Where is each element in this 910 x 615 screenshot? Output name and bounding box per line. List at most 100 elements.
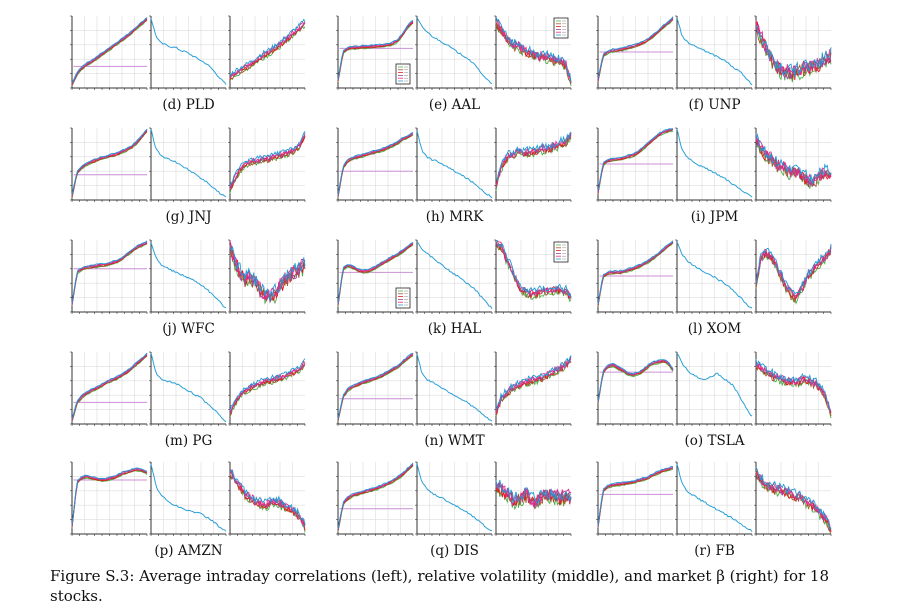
volatility-line: [150, 18, 227, 85]
correlation-panel: [70, 351, 148, 426]
volatility-panel: [415, 15, 493, 90]
subfigure-caption: (q) DIS: [430, 543, 479, 559]
volatility-line: [416, 241, 493, 309]
beta-panel: [494, 15, 572, 90]
correlation-series-line: [597, 359, 674, 402]
beta-series-line: [229, 358, 306, 412]
beta-series-line: [229, 245, 306, 301]
beta-series-line: [495, 16, 572, 83]
correlation-series-line: [71, 128, 148, 195]
volatility-panel: [149, 351, 227, 426]
correlation-panel: [596, 15, 674, 90]
legend-box: [553, 17, 569, 39]
volatility-line: [150, 463, 227, 532]
subfigure: [596, 351, 832, 426]
correlation-panel: [596, 127, 674, 202]
subfigure: [70, 351, 306, 426]
correlation-series-line: [597, 465, 674, 526]
correlation-panel: [596, 461, 674, 536]
beta-series-line: [495, 244, 572, 303]
volatility-line: [676, 352, 753, 417]
correlation-panel: [336, 461, 414, 536]
volatility-panel: [149, 461, 227, 536]
correlation-series-line: [337, 132, 414, 196]
beta-series-line: [229, 245, 306, 302]
beta-series-line: [755, 471, 832, 532]
figure-plots: [70, 15, 832, 536]
beta-series-line: [755, 467, 832, 530]
correlation-series-line: [71, 242, 148, 306]
volatility-panel: [149, 15, 227, 90]
correlation-series-line: [71, 470, 148, 529]
volatility-line: [676, 128, 753, 198]
legend-box: [553, 241, 569, 263]
volatility-panel: [415, 351, 493, 426]
volatility-panel: [675, 239, 753, 314]
beta-series-line: [495, 480, 572, 508]
volatility-line: [150, 242, 227, 309]
volatility-panel: [675, 127, 753, 202]
correlation-series-line: [597, 128, 674, 191]
legend-box: [395, 287, 411, 309]
volatility-panel: [415, 461, 493, 536]
beta-series-line: [755, 132, 832, 185]
beta-series-line: [229, 471, 306, 531]
volatility-panel: [675, 351, 753, 426]
volatility-line: [676, 17, 753, 86]
subfigure-caption: (i) JPM: [690, 209, 739, 225]
subfigure-caption: (g) JNJ: [165, 209, 212, 225]
beta-series-line: [755, 243, 832, 295]
beta-series-line: [495, 355, 572, 410]
correlation-series-line: [337, 22, 414, 82]
volatility-panel: [149, 127, 227, 202]
beta-series-line: [229, 240, 306, 301]
volatility-line: [150, 352, 227, 423]
beta-series-line: [495, 25, 572, 84]
correlation-series-line: [597, 16, 674, 79]
correlation-legend: [395, 287, 411, 309]
volatility-line: [416, 130, 493, 199]
subfigure-caption: (r) FB: [694, 543, 735, 559]
subfigure: [70, 461, 306, 536]
volatility-line: [416, 17, 493, 85]
subfigure: [336, 351, 572, 426]
subfigure-caption: (n) WMT: [424, 433, 485, 449]
subfigure-caption: (d) PLD: [162, 97, 215, 113]
beta-series-line: [229, 469, 306, 526]
subfigure: [596, 15, 832, 90]
beta-panel: [228, 461, 306, 536]
beta-series-line: [496, 240, 572, 298]
beta-panel: [494, 239, 572, 314]
beta-series-line: [755, 362, 832, 413]
beta-panel: [754, 461, 832, 536]
correlation-panel: [70, 461, 148, 536]
subfigure-caption: (l) XOM: [687, 321, 742, 337]
correlation-series-line: [597, 240, 674, 304]
correlation-panel: [70, 127, 148, 202]
subfigure-caption: (m) PG: [164, 433, 213, 449]
correlation-panel: [336, 351, 414, 426]
correlation-series-line: [337, 465, 414, 533]
beta-panel: [228, 239, 306, 314]
correlation-panel: [596, 351, 674, 426]
correlation-series-line: [337, 462, 414, 530]
correlation-series-line: [337, 352, 414, 420]
subfigure: [596, 127, 832, 202]
subfigure: [596, 461, 832, 536]
beta-series-line: [495, 479, 572, 504]
beta-series-line: [755, 359, 832, 411]
beta-panel: [228, 127, 306, 202]
subfigure: [336, 15, 572, 90]
subfigure-caption: (p) AMZN: [154, 543, 223, 559]
subfigure-caption: (k) HAL: [427, 321, 482, 337]
correlation-series-line: [71, 240, 148, 304]
beta-series-line: [496, 240, 572, 298]
beta-panel: [494, 461, 572, 536]
legend-box: [395, 63, 411, 85]
subfigure: [70, 15, 306, 90]
correlation-panel: [596, 239, 674, 314]
beta-series-line: [229, 136, 306, 190]
correlation-series-line: [337, 244, 414, 307]
beta-legend: [553, 241, 569, 263]
subfigure-caption: (j) WFC: [162, 321, 215, 337]
